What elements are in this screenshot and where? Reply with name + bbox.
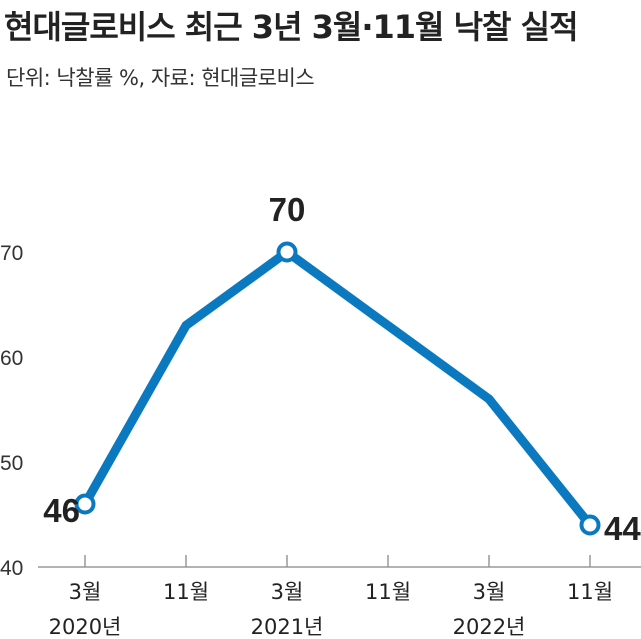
series-line [80, 246, 595, 530]
x-tick-label: 3월 [473, 580, 506, 604]
data-point-marker [579, 514, 601, 536]
data-label: 44 [604, 510, 641, 547]
x-tick-label: 3월 [69, 580, 102, 604]
y-tick-label: 50 [0, 452, 23, 475]
x-tick-label: 3월 [271, 580, 304, 604]
x-tick-label: 11월 [365, 580, 411, 604]
x-tick-label: 11월 [163, 580, 209, 604]
y-tick-label: 70 [0, 242, 23, 265]
x-year-label: 2022년 [453, 615, 526, 639]
data-label: 46 [43, 492, 80, 529]
y-tick-label: 40 [0, 557, 23, 580]
y-tick-label: 60 [0, 347, 23, 370]
x-year-label: 2020년 [49, 615, 122, 639]
data-point-marker [276, 241, 298, 263]
data-label: 70 [269, 191, 306, 228]
x-tick-label: 11월 [567, 580, 613, 604]
chart-subtitle: 단위: 낙찰률 %, 자료: 현대글로비스 [6, 66, 315, 90]
chart-title: 현대글로비스 최근 3년 3월·11월 낙찰 실적 [4, 8, 579, 46]
data-point-marker [74, 493, 96, 515]
x-year-label: 2021년 [251, 615, 324, 639]
